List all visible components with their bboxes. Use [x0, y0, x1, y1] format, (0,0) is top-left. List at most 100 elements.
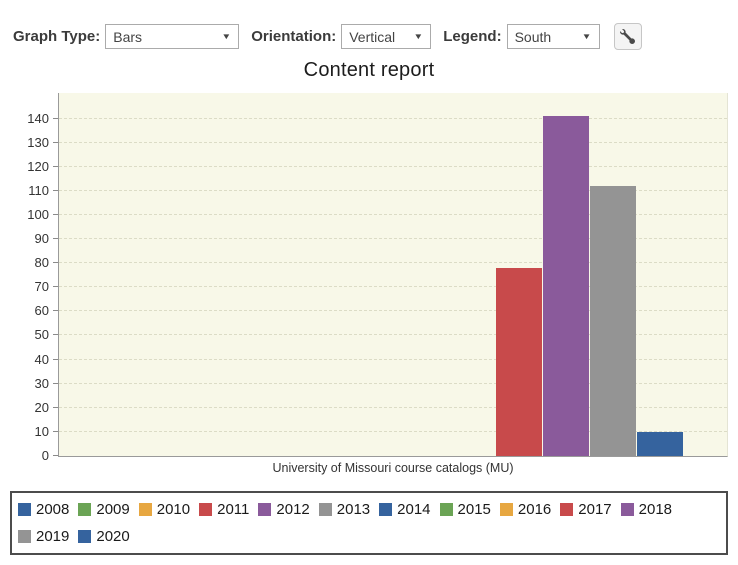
- legend-item-2010: 2010: [138, 497, 191, 522]
- y-tick-mark: [53, 165, 58, 167]
- legend-item-label: 2020: [96, 528, 130, 545]
- legend-swatch: [138, 503, 152, 516]
- y-tick-label: 20: [34, 399, 49, 415]
- bar-2017[interactable]: [495, 267, 542, 456]
- gridline: [59, 117, 727, 119]
- y-tick-label: 80: [34, 255, 49, 271]
- y-tick-label: 110: [28, 182, 49, 198]
- legend-swatch: [318, 503, 332, 516]
- legend-swatch: [18, 530, 31, 543]
- legend-select-wrap: South ▼: [506, 24, 600, 49]
- bar-chart: 0 10 20 30 40 50 60 70 80 90 100 110 120 130 140 Unive…: [0, 93, 738, 475]
- legend-items: 2008 2009 2010 2011 2012 2013 2014 2015 2016 2017…: [18, 497, 720, 549]
- orientation-label: Orientation:: [251, 28, 337, 45]
- legend-item-2011: 2011: [199, 497, 249, 522]
- legend-item-label: 2013: [336, 501, 371, 518]
- legend-item-2019: 2019: [18, 524, 69, 549]
- legend-position-select[interactable]: South: [506, 24, 600, 49]
- plot-area: 0 10 20 30 40 50 60 70 80 90 100 110 120 130 140: [27, 93, 728, 463]
- x-axis-label: University of Missouri course catalogs (…: [272, 461, 514, 475]
- gridline: [59, 262, 727, 264]
- legend-swatch: [499, 503, 513, 516]
- y-tick-mark: [53, 310, 58, 312]
- legend-item-2008: 2008: [18, 497, 69, 522]
- gridline: [59, 382, 727, 384]
- chart-legend: 2008 2009 2010 2011 2012 2013 2014 2015 2016 2017…: [10, 491, 728, 555]
- y-tick-mark: [53, 141, 58, 143]
- legend-item-2020: 2020: [78, 524, 130, 549]
- y-tick-label: 130: [27, 134, 49, 150]
- y-tick-label: 40: [34, 351, 49, 367]
- legend-swatch: [620, 503, 634, 516]
- legend-item-label: 2011: [217, 501, 250, 518]
- gridline: [59, 189, 727, 191]
- gridline: [59, 430, 727, 432]
- gridline: [59, 141, 727, 143]
- legend-swatch: [78, 530, 92, 543]
- legend-item-label: 2015: [457, 501, 491, 518]
- y-tick-mark: [53, 382, 58, 384]
- orientation-select-wrap: Vertical ▼: [341, 24, 432, 49]
- chart-toolbar: Graph Type: Bars ▼ Orientation: Vertical…: [13, 23, 738, 50]
- y-tick-mark: [53, 213, 58, 215]
- legend-item-label: 2014: [397, 501, 431, 518]
- y-tick-mark: [53, 238, 58, 240]
- chart-title: Content report: [303, 59, 435, 81]
- legend-swatch: [379, 503, 393, 516]
- bar-2020[interactable]: [637, 431, 684, 456]
- legend-position-label: Legend:: [443, 28, 502, 45]
- gridline: [59, 358, 727, 360]
- y-tick-mark: [53, 406, 58, 408]
- legend-item-label: 2012: [276, 501, 310, 518]
- y-tick-label: 70: [34, 279, 49, 295]
- legend-item-2018: 2018: [620, 497, 673, 522]
- gridline: [59, 165, 727, 167]
- y-tick-label: 120: [27, 158, 49, 174]
- graph-type-select[interactable]: Bars: [105, 24, 240, 49]
- legend-item-2017: 2017: [560, 497, 612, 522]
- legend-item-label: 2019: [36, 528, 70, 545]
- gridline: [59, 213, 727, 215]
- bar-2018[interactable]: [543, 116, 589, 456]
- y-tick-mark: [53, 262, 58, 264]
- y-tick-mark: [53, 358, 58, 360]
- legend-item-2015: 2015: [439, 497, 491, 522]
- y-tick-label: 90: [34, 231, 49, 247]
- legend-swatch: [199, 503, 213, 516]
- y-tick-label: 10: [34, 423, 49, 439]
- gridline: [59, 334, 727, 336]
- legend-item-label: 2016: [517, 501, 552, 518]
- y-tick-mark: [53, 455, 58, 456]
- legend-item-label: 2008: [36, 501, 70, 518]
- legend-item-2012: 2012: [258, 497, 310, 522]
- wrench-icon: [620, 29, 636, 44]
- legend-swatch: [78, 503, 92, 516]
- legend-item-label: 2010: [156, 501, 191, 518]
- y-tick-mark: [53, 286, 58, 288]
- legend-item-2014: 2014: [379, 497, 431, 522]
- graph-type-label: Graph Type:: [13, 28, 101, 45]
- legend-swatch: [560, 503, 574, 516]
- legend-swatch: [439, 503, 453, 516]
- legend-item-label: 2009: [96, 501, 130, 518]
- y-tick-label: 100: [27, 206, 49, 222]
- y-tick-label: 60: [34, 303, 49, 319]
- legend-swatch: [18, 503, 31, 516]
- gridline: [59, 406, 727, 408]
- y-tick-mark: [53, 189, 58, 191]
- legend-item-2009: 2009: [78, 497, 130, 522]
- y-tick-mark: [53, 430, 58, 432]
- legend-item-2013: 2013: [318, 497, 371, 522]
- y-tick-label: 50: [34, 327, 49, 343]
- y-tick-mark: [53, 117, 58, 119]
- gridline: [59, 310, 727, 312]
- y-tick-mark: [53, 334, 58, 336]
- legend-item-label: 2017: [578, 501, 612, 518]
- orientation-select[interactable]: Vertical: [341, 24, 432, 49]
- y-tick-label: 30: [34, 375, 49, 391]
- y-tick-label: 140: [27, 110, 49, 126]
- chart-settings-button[interactable]: [613, 23, 642, 50]
- legend-item-label: 2018: [638, 501, 673, 518]
- bar-2019[interactable]: [590, 186, 637, 456]
- legend-swatch: [258, 503, 272, 516]
